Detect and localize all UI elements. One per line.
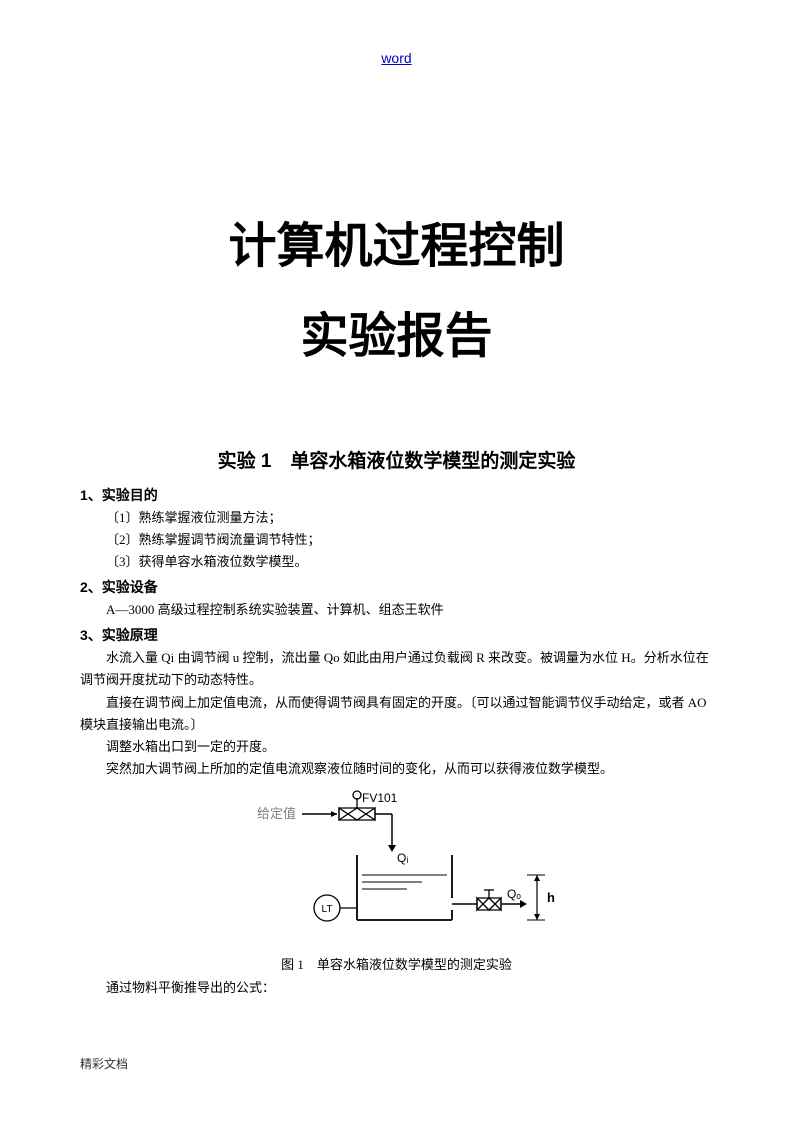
section-3-p3: 调整水箱出口到一定的开度。 [80, 736, 713, 758]
section-1-item-3: 〔3〕获得单容水箱液位数学模型。 [106, 551, 713, 573]
section-3-p4: 突然加大调节阀上所加的定值电流观察液位随时间的变化，从而可以获得液位数学模型。 [80, 758, 713, 780]
section-2-heading: 2、实验设备 [80, 577, 713, 597]
h-label: h [547, 890, 555, 905]
outlet-valve-icon [477, 890, 501, 910]
valve-label: FV101 [362, 791, 398, 805]
footer-text: 精彩文档 [80, 1055, 128, 1072]
main-title: 计算机过程控制 [80, 206, 713, 276]
setpoint-label: 给定值 [257, 806, 296, 821]
qi-label: Qᵢ [397, 851, 408, 865]
header-link[interactable]: word [80, 50, 713, 66]
section-2-text: A—3000 高级过程控制系统实验装置、计算机、组态王软件 [106, 599, 713, 621]
section-3-heading: 3、实验原理 [80, 625, 713, 645]
lt-label: LT [321, 904, 332, 915]
section-3-p5: 通过物料平衡推导出的公式： [80, 977, 713, 999]
sub-title: 实验报告 [80, 296, 713, 366]
section-1-item-1: 〔1〕熟练掌握液位测量方法； [106, 507, 713, 529]
section-3-p2: 直接在调节阀上加定值电流，从而使得调节阀具有固定的开度。〔可以通过智能调节仪手动… [80, 692, 713, 736]
qo-label: Qₒ [507, 887, 521, 901]
tank-diagram-svg: 给定值 FV101 Qᵢ [227, 790, 567, 950]
experiment-title: 实验 1 单容水箱液位数学模型的测定实验 [80, 446, 713, 473]
diagram-container: 给定值 FV101 Qᵢ [80, 790, 713, 950]
height-indicator [527, 875, 545, 920]
section-1-heading: 1、实验目的 [80, 485, 713, 505]
section-3-p1: 水流入量 Qi 由调节阀 u 控制，流出量 Qo 如此由用户通过负载阀 R 来改… [80, 647, 713, 691]
section-1-item-2: 〔2〕熟练掌握调节阀流量调节特性； [106, 529, 713, 551]
lt-sensor-icon: LT [314, 895, 357, 921]
figure-1-caption: 图 1 单容水箱液位数学模型的测定实验 [80, 954, 713, 973]
